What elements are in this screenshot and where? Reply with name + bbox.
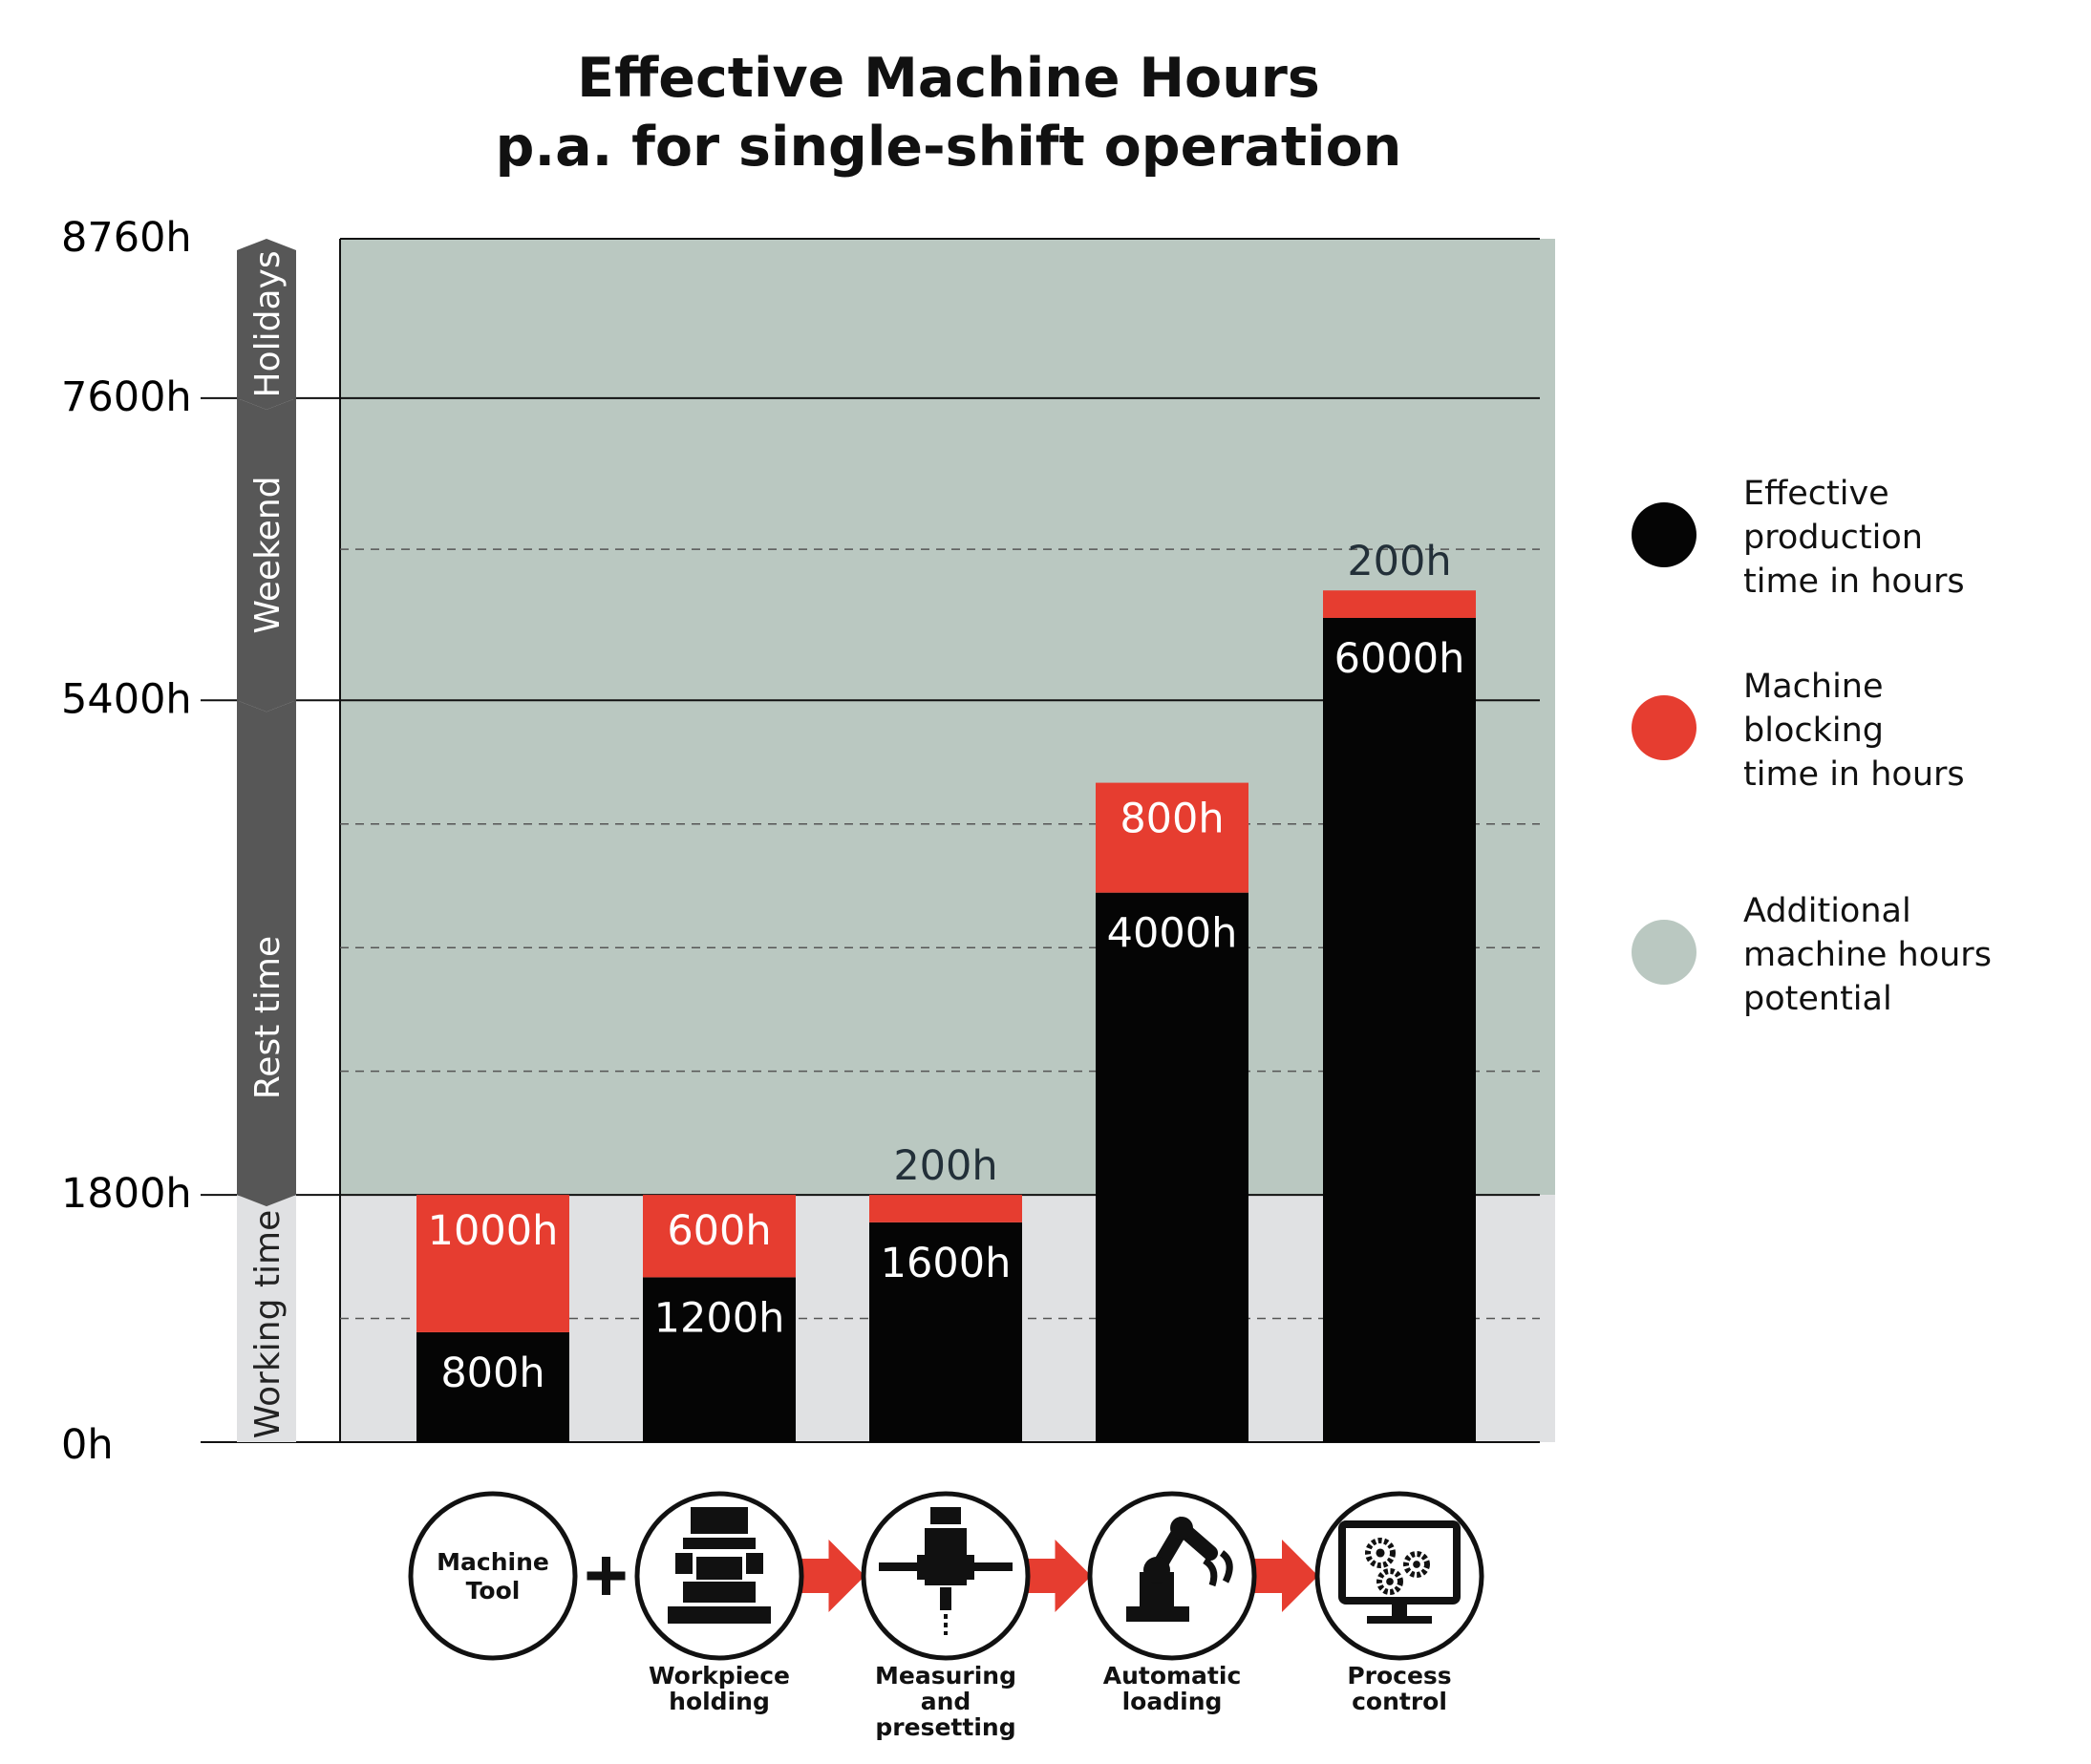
gear-hub [1376, 1548, 1385, 1558]
bar-label-blocking: 1000h [428, 1207, 559, 1255]
chart-title-line-1: Effective Machine Hours [577, 47, 1320, 110]
band-rest-time [237, 700, 296, 1207]
legend: Effective production time in hours Machine b… [1632, 475, 1992, 1018]
legend-swatch [1632, 920, 1696, 985]
workpiece-holding-icon [668, 1507, 771, 1624]
bar-label-blocking: 200h [893, 1142, 997, 1190]
legend-text: Additional [1743, 892, 1911, 930]
legend-text: time in hours [1743, 755, 1965, 794]
bar-effective [1323, 617, 1476, 1442]
plus-connector [587, 1557, 626, 1595]
step-label: Process [1347, 1662, 1451, 1690]
gear-icon [1365, 1538, 1396, 1568]
legend-text: time in hours [1743, 563, 1965, 601]
gear-hub [1413, 1561, 1420, 1568]
legend-text: production [1743, 519, 1923, 557]
step-circle [1314, 1491, 1484, 1661]
band-holidays [237, 239, 296, 410]
robot-gripper [1203, 1550, 1233, 1587]
bar-blocking [643, 1195, 796, 1278]
measuring-presetting-icon [879, 1507, 1013, 1610]
bar-effective [416, 1331, 569, 1442]
time-band-axis: Working time Rest time Weekend Holidays [237, 239, 296, 1442]
step-label: control [1352, 1688, 1447, 1715]
bar-blocking [1096, 782, 1248, 893]
y-tick-label: 8760h [61, 214, 192, 262]
bar-blocking [869, 1195, 1022, 1222]
band-working-time [237, 1195, 296, 1442]
legend-swatch [1632, 695, 1696, 760]
bar-label-effective: 1600h [881, 1240, 1012, 1287]
y-tick-label: 1800h [61, 1170, 192, 1218]
legend-text: Effective [1743, 475, 1889, 513]
legend-swatch [1632, 502, 1696, 567]
robot-arm-icon [1126, 1572, 1189, 1622]
bar-effective [1096, 892, 1248, 1442]
step-label: holding [669, 1688, 770, 1715]
y-tick-label: 5400h [61, 675, 192, 723]
step-label: and [921, 1688, 971, 1715]
band-label-holidays: Holidays [248, 250, 288, 397]
robot-joint [1143, 1557, 1170, 1583]
step-circle [408, 1491, 578, 1661]
legend-text: blocking [1743, 712, 1884, 750]
band-weekend [237, 397, 296, 712]
gear-hub [1386, 1578, 1394, 1585]
process-control-monitor-icon [1338, 1520, 1461, 1605]
step-label: Workpiece [649, 1662, 790, 1690]
legend-text: potential [1743, 980, 1892, 1018]
bar-effective [643, 1277, 796, 1442]
legend-text: Machine [1743, 668, 1884, 706]
y-tick-label: 7600h [61, 373, 192, 421]
bar-label-blocking: 800h [1120, 796, 1224, 843]
bar-blocking [416, 1195, 569, 1332]
band-label-rest-time: Rest time [248, 936, 288, 1099]
bar-label-effective: 1200h [654, 1294, 785, 1342]
bar-label-blocking: 200h [1347, 538, 1451, 585]
bar-label-effective: 800h [440, 1350, 544, 1397]
gear-icon [1376, 1568, 1403, 1595]
step-label: Measuring [875, 1662, 1016, 1690]
monitor-stand [1367, 1603, 1432, 1624]
step-label: loading [1122, 1688, 1223, 1715]
bar-effective [869, 1222, 1022, 1442]
band-label-working-time: Working time [248, 1210, 288, 1439]
y-axis-ticks: 0h 1800h 5400h 7600h 8760h [61, 214, 192, 1469]
bar-label-effective: 4000h [1107, 910, 1238, 958]
bar-blocking [1323, 590, 1476, 618]
chart-title-line-2: p.a. for single-shift operation [496, 116, 1402, 179]
bar-label-effective: 6000h [1334, 635, 1465, 683]
step-label: presetting [875, 1713, 1015, 1741]
legend-text: machine hours [1743, 936, 1992, 974]
bars: 800h 1000h 1200h 600h 1600h 200h 4000h 800h 6000… [416, 538, 1476, 1442]
y-tick-label: 0h [61, 1421, 114, 1469]
step-label: Automatic [1103, 1662, 1242, 1690]
arrow-connector [1253, 1540, 1318, 1612]
arrow-connector [800, 1540, 865, 1612]
step-label: Tool [466, 1577, 521, 1605]
arrow-connector [1026, 1540, 1092, 1612]
robot-joint [1170, 1517, 1193, 1540]
step-label: Machine [437, 1548, 549, 1576]
gear-icon [1403, 1551, 1430, 1578]
bar-label-blocking: 600h [667, 1207, 771, 1255]
band-label-weekend: Weekend [248, 476, 288, 633]
